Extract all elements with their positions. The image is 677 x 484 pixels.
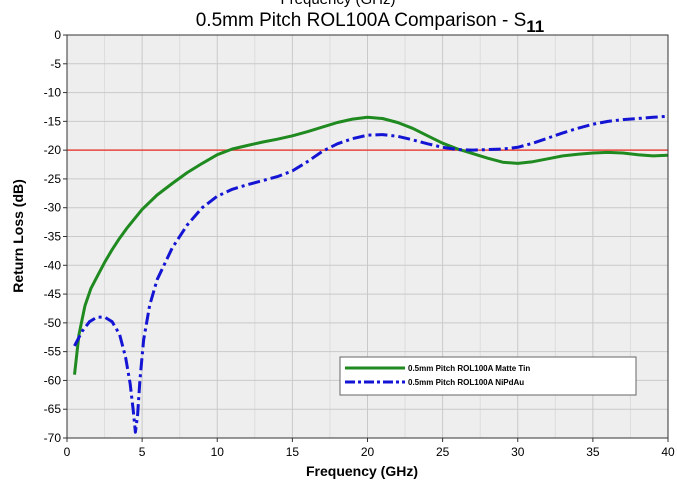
y-axis-label: Return Loss (dB) xyxy=(10,179,26,293)
grid xyxy=(67,35,668,438)
y-tick-label: -5 xyxy=(50,57,61,71)
y-tick-label: -50 xyxy=(44,316,62,330)
chart-title-main: 0.5mm Pitch ROL100A Comparison - S xyxy=(196,10,527,31)
x-axis-ticks: 0 5 10 15 20 25 30 35 40 xyxy=(64,438,675,459)
series-layer xyxy=(73,114,669,434)
y-tick-label: -70 xyxy=(44,431,62,445)
x-tick-label: 0 xyxy=(64,445,71,459)
y-tick-label: -30 xyxy=(44,201,62,215)
y-tick-label: -10 xyxy=(44,86,62,100)
x-tick-label: 5 xyxy=(139,445,146,459)
chart-title-subscript: 11 xyxy=(526,17,544,36)
y-axis-ticks: 0 -5 -10 -15 -20 -25 -30 -35 -40 -45 -50 -55 -60 -65 -… xyxy=(44,28,67,445)
chart-title-cut: Frequency (GHz) xyxy=(280,0,395,8)
series-line-nipdau xyxy=(73,114,669,434)
y-tick-label: -20 xyxy=(44,143,62,157)
y-tick-label: 0 xyxy=(54,28,61,42)
x-tick-label: 40 xyxy=(661,445,675,459)
y-tick-label: -25 xyxy=(44,172,62,186)
x-tick-label: 20 xyxy=(361,445,375,459)
y-tick-label: -55 xyxy=(44,345,62,359)
x-axis-label: Frequency (GHz) xyxy=(306,463,418,479)
legend-label-nipdau: 0.5mm Pitch ROL100A NiPdAu xyxy=(408,378,524,387)
legend-box xyxy=(339,356,637,396)
series-line-matte-tin xyxy=(73,115,669,375)
y-tick-label: -40 xyxy=(44,258,62,272)
x-tick-label: 10 xyxy=(211,445,225,459)
chart-title: 0.5mm Pitch ROL100A Comparison - S11 xyxy=(196,10,545,36)
x-tick-label: 30 xyxy=(511,445,525,459)
y-tick-label: -45 xyxy=(44,287,62,301)
y-tick-label: -60 xyxy=(44,373,62,387)
y-tick-label: -35 xyxy=(44,230,62,244)
y-tick-label: -15 xyxy=(44,114,62,128)
legend: 0.5mm Pitch ROL100A Matte Tin 0.5mm Pitc… xyxy=(339,356,637,396)
legend-label-matte-tin: 0.5mm Pitch ROL100A Matte Tin xyxy=(408,364,530,373)
y-tick-label: -65 xyxy=(44,402,62,416)
x-tick-label: 25 xyxy=(436,445,450,459)
x-tick-label: 15 xyxy=(286,445,300,459)
x-tick-label: 35 xyxy=(586,445,600,459)
